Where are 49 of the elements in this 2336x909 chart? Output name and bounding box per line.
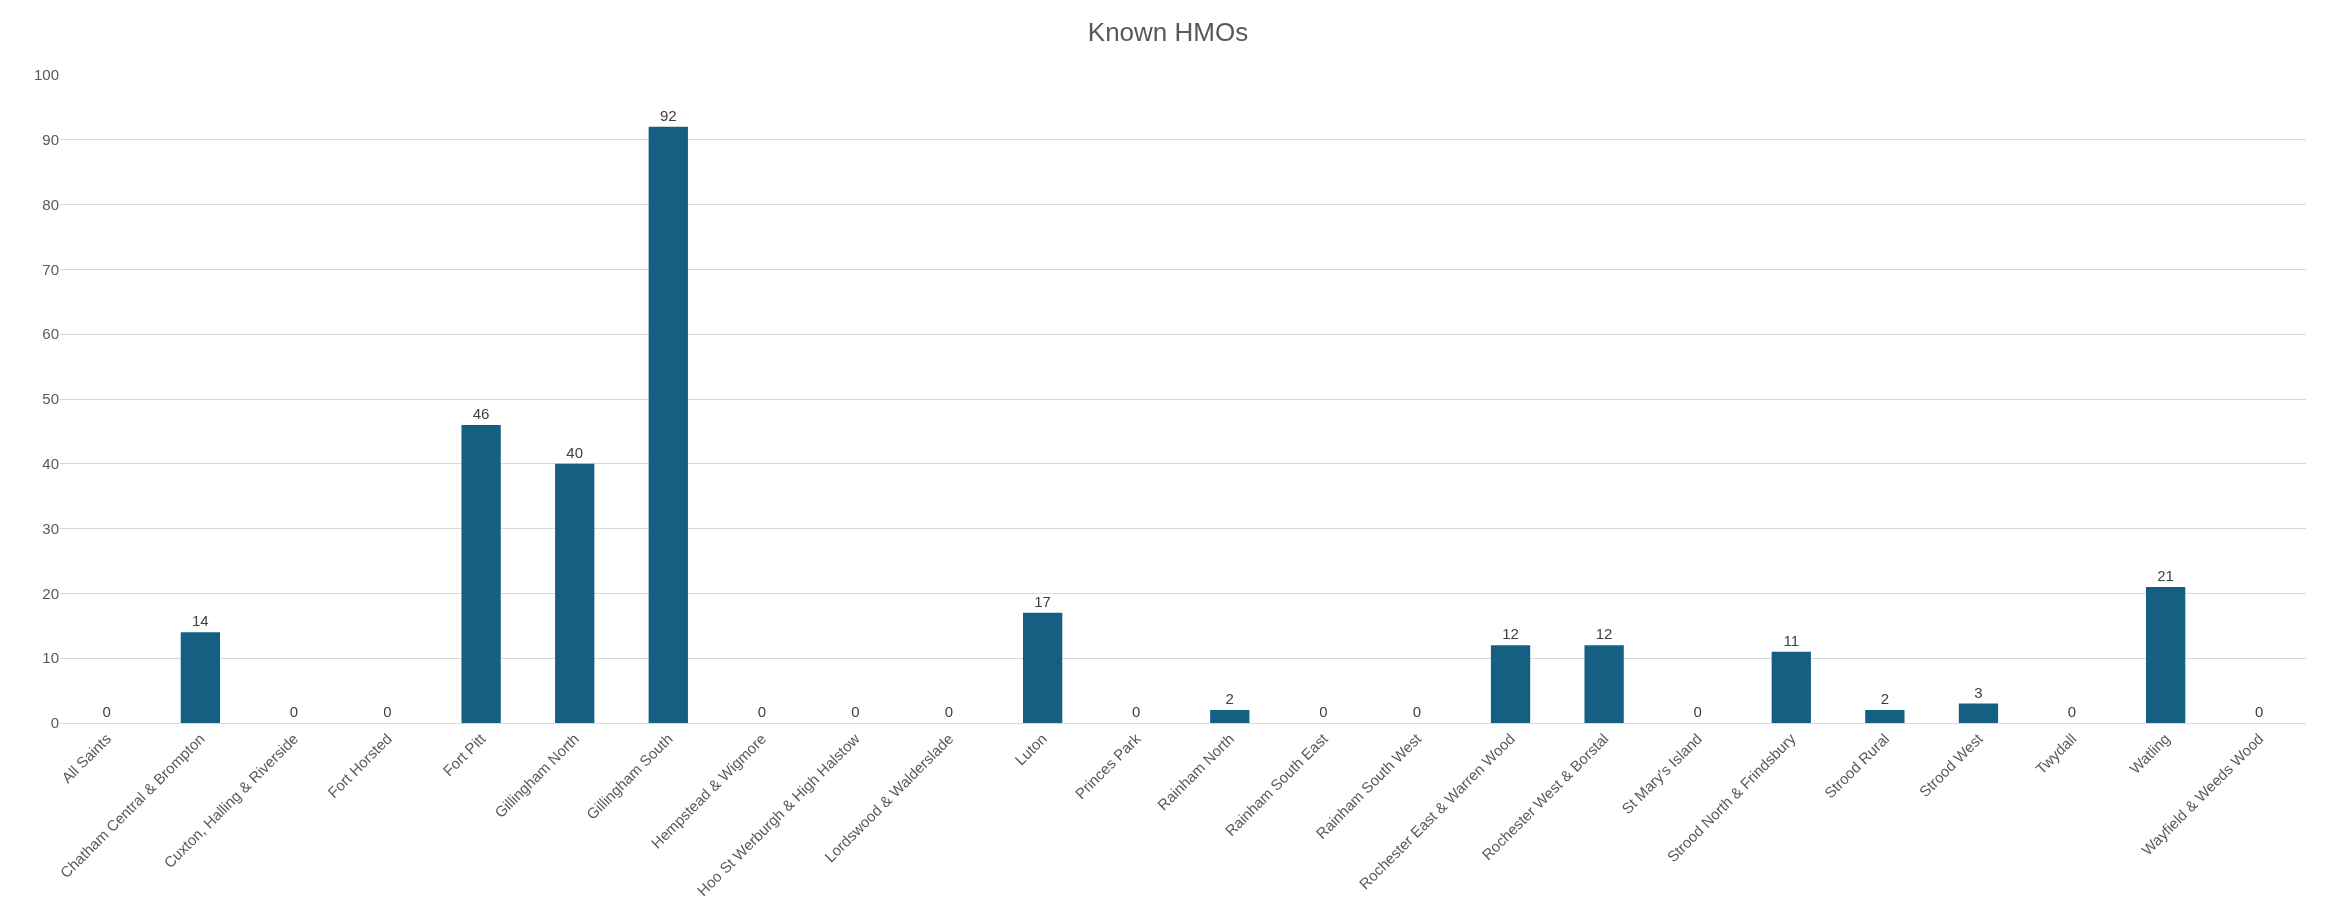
bar xyxy=(648,126,688,723)
data-label: 0 xyxy=(851,703,860,720)
data-label: 0 xyxy=(289,703,299,720)
data-label: 3 xyxy=(1974,683,1983,701)
bar xyxy=(1022,612,1063,723)
bar xyxy=(1771,651,1811,723)
bar xyxy=(1490,645,1531,723)
data-label: 12 xyxy=(1595,625,1613,643)
bar xyxy=(2145,586,2186,723)
data-label: 12 xyxy=(1502,625,1519,643)
data-label: 0 xyxy=(944,703,954,720)
y-tick-label: 50 xyxy=(42,390,59,408)
y-tick-label: 100 xyxy=(33,66,59,84)
y-tick-label: 20 xyxy=(42,584,59,602)
bar xyxy=(461,424,501,723)
bar xyxy=(1865,710,1905,723)
bar xyxy=(1958,703,1999,723)
data-label: 21 xyxy=(2157,566,2174,584)
data-label: 0 xyxy=(102,703,111,720)
chart-title: Known HMOs xyxy=(1087,16,1249,47)
data-label: 17 xyxy=(1034,592,1051,610)
data-label: 0 xyxy=(1132,703,1141,720)
y-tick-label: 30 xyxy=(42,519,59,537)
data-label: 2 xyxy=(1880,690,1890,708)
data-label: 2 xyxy=(1225,690,1234,708)
bar xyxy=(1584,645,1624,723)
data-label: 0 xyxy=(757,703,767,720)
data-label: 11 xyxy=(1783,631,1800,649)
data-label: 40 xyxy=(566,443,584,461)
y-tick-label: 60 xyxy=(42,325,59,343)
y-tick-label: 70 xyxy=(42,260,59,278)
data-label: 0 xyxy=(1319,703,1328,720)
y-tick-label: 80 xyxy=(42,195,59,213)
data-label: 46 xyxy=(472,404,490,422)
bar xyxy=(1210,710,1250,723)
y-tick-label: 40 xyxy=(42,455,59,473)
data-label: 0 xyxy=(1412,703,1422,720)
y-tick-label: 90 xyxy=(42,131,59,149)
y-tick-label: 0 xyxy=(50,714,59,732)
bar xyxy=(180,632,221,723)
y-tick-label: 10 xyxy=(42,649,59,667)
data-label: 0 xyxy=(2067,703,2077,720)
data-label: 0 xyxy=(383,703,392,720)
bar xyxy=(555,463,595,723)
x-tick-label: Fort Pitt xyxy=(439,729,490,780)
data-label: 0 xyxy=(1693,703,1702,720)
data-label: 14 xyxy=(192,612,209,630)
data-label: 0 xyxy=(2255,703,2264,720)
data-label: 92 xyxy=(659,106,677,124)
